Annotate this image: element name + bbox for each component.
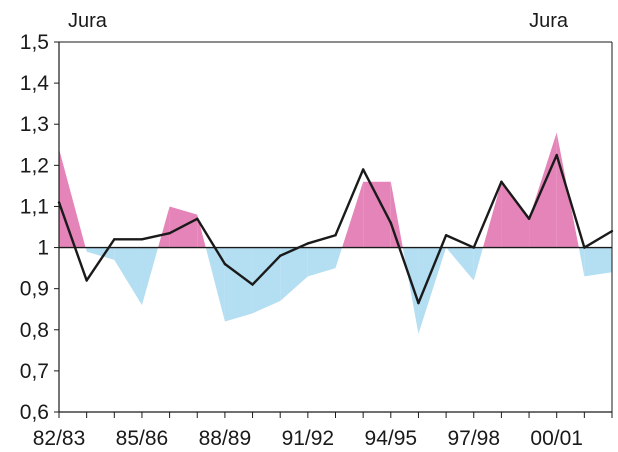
area-below-segment-91/92-0: [307, 247, 336, 277]
line-segment-94/95-95/96: [389, 221, 420, 305]
area-below-segment-84/85-0: [114, 247, 142, 306]
area-above-segment-92/93-1: [342, 181, 364, 248]
line-segment-95/96-96/97: [417, 234, 448, 305]
area-below-segment-85/86-0: [141, 247, 159, 306]
line-layer: [57, 153, 614, 305]
top-right-label: Jura: [529, 10, 569, 32]
y-tick-label-1,5: 1,5: [20, 31, 49, 54]
y-tick-label-1,1: 1,1: [20, 195, 49, 218]
area-below-segment-01/02-0: [584, 247, 612, 277]
line-segment-98/99-99/00: [500, 180, 531, 220]
area-below-segment-88/89-0: [224, 247, 253, 322]
area-fill-layer: [59, 132, 612, 334]
area-above-segment-99/00-0: [529, 132, 557, 248]
x-tick-label-94/95: 94/95: [365, 427, 418, 450]
area-below-segment-87/88-1: [205, 247, 225, 322]
line-segment-96/97-97/98: [444, 234, 475, 249]
line-segment-90/91-91/92: [279, 242, 310, 257]
area-above-segment-85/86-1: [158, 206, 170, 248]
y-tick-label-0,9: 0,9: [20, 278, 49, 301]
line-segment-85/86-86/87: [140, 231, 171, 241]
area-above-segment-87/88-0: [197, 214, 206, 248]
area-below-segment-82/83-1: [85, 247, 87, 252]
line-segment-97/98-98/99: [472, 180, 503, 249]
line-segment-92/93-93/94: [334, 168, 365, 237]
line-segment-00/01-01/02: [555, 153, 586, 249]
area-below-segment-96/97-0: [446, 247, 474, 281]
y-tick-label-0,6: 0,6: [20, 401, 49, 424]
area-below-segment-94/95-1: [402, 247, 419, 334]
x-tick-label-82/83: 82/83: [33, 427, 86, 450]
line-segment-87/88-88/89: [196, 217, 227, 266]
line-segment-99/00-00/01: [527, 153, 558, 220]
top-left-label: Jura: [68, 10, 108, 32]
y-tick-label-1,2: 1,2: [20, 154, 49, 177]
x-tick-label-85/86: 85/86: [116, 427, 169, 450]
x-tick-label-88/89: 88/89: [199, 427, 252, 450]
line-segment-91/92-92/93: [306, 234, 337, 245]
line-segment-01/02-02/03: [583, 229, 614, 249]
y-tick-label-1,3: 1,3: [20, 113, 49, 136]
axis-layer: [54, 41, 613, 418]
area-above-segment-97/98-1: [482, 181, 502, 248]
area-below-segment-97/98-0: [473, 247, 483, 281]
y-tick-label-1: 1: [37, 237, 49, 260]
area-above-segment-93/94-0: [363, 181, 391, 248]
line-segment-82/83-83/84: [57, 201, 88, 282]
y-tick-label-1,4: 1,4: [20, 72, 50, 95]
x-tick-label-97/98: 97/98: [447, 427, 500, 450]
line-segment-93/94-94/95: [361, 168, 392, 225]
line-segment-83/84-84/85: [85, 238, 116, 282]
area-below-segment-90/91-0: [280, 247, 308, 301]
y-tick-label-0,7: 0,7: [20, 360, 49, 383]
x-tick-label-00/01: 00/01: [530, 427, 583, 450]
area-above-segment-98/99-0: [501, 181, 530, 248]
area-above-segment-82/83-0: [59, 148, 86, 248]
y-tick-label-0,8: 0,8: [20, 319, 49, 342]
line-segment-88/89-89/90: [223, 262, 254, 286]
label-layer: Jura Jura 0,6 0,7 0,8 0,9 1 1,1 1,2 1,3 1,4 1,5 82…: [20, 10, 583, 450]
x-tick-label-91/92: 91/92: [282, 427, 335, 450]
area-below-segment-00/01-1: [578, 247, 585, 277]
line-segment-86/87-87/88: [168, 217, 199, 235]
area-below-segment-92/93-0: [335, 247, 343, 269]
area-below-segment-95/96-0: [418, 247, 447, 334]
line-segment-89/90-90/91: [251, 254, 282, 286]
